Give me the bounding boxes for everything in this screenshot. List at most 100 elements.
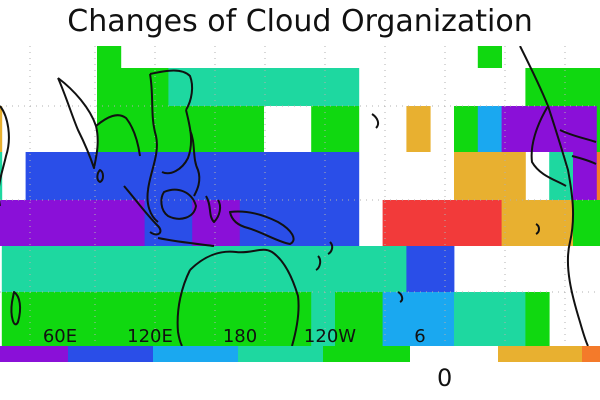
cell-1-24: [549, 68, 574, 106]
cell-3-3: [49, 152, 74, 200]
cell-4-26: [596, 200, 600, 246]
cell-3-20: [454, 152, 479, 200]
cell-1-7: [144, 68, 169, 106]
cell-5-13: [287, 246, 312, 292]
cell-3-15: [335, 152, 360, 200]
x-tick-label-4: 6: [414, 326, 425, 346]
cell-6-4: [73, 292, 98, 346]
map-panel: 60E 120E 180 120W 6: [0, 46, 600, 346]
cell-5-4: [73, 246, 98, 292]
cell-4-15: [335, 200, 360, 246]
cell-1-13: [287, 68, 312, 106]
colorbar-segment-0: [0, 346, 68, 362]
cell-1-12: [263, 68, 288, 106]
coastline-central-america: [530, 105, 567, 187]
cell-3-5: [97, 152, 122, 200]
cell-2-11: [239, 106, 264, 152]
cell-4-21: [477, 200, 502, 246]
colorbar-segment-1: [68, 346, 153, 362]
coastline-new-guinea: [229, 210, 295, 245]
cell-3-22: [501, 152, 526, 200]
colorbar-segment-4: [323, 346, 410, 362]
cell-5-16: [358, 246, 383, 292]
cell-2-20: [454, 106, 479, 152]
colorbar: [0, 346, 600, 362]
cell-0-21: [477, 46, 502, 68]
cell-2-21: [477, 106, 502, 152]
colorbar-segment-7: [582, 346, 600, 362]
cell-6-12: [263, 292, 288, 346]
coastline-philippines: [189, 129, 201, 197]
cell-4-14: [311, 200, 336, 246]
coastline-borneo: [160, 188, 197, 220]
coastlines: [0, 46, 597, 346]
colorbar-segment-6: [498, 346, 582, 362]
x-tick-label-1: 120E: [127, 326, 173, 346]
coastline-india: [57, 77, 99, 169]
cell-2-5: [97, 106, 122, 152]
cell-4-13: [287, 200, 312, 246]
colorbar-segment-3: [238, 346, 323, 362]
cell-6-10: [216, 292, 241, 346]
cell-4-18: [406, 200, 431, 246]
cell-6-7: [144, 292, 169, 346]
cell-4-24: [549, 200, 574, 246]
cell-1-8: [168, 68, 193, 106]
cell-6-20: [454, 292, 479, 346]
cell-6-23: [525, 292, 550, 346]
cell-0-5: [97, 46, 122, 68]
cell-6-21: [477, 292, 502, 346]
cell-6-2: [25, 292, 50, 346]
cell-6-5: [97, 292, 122, 346]
coastline-sumatra: [123, 185, 162, 236]
coastline-bay-of-bengal: [95, 114, 141, 157]
map-gridlines: [0, 46, 600, 346]
cell-6-11: [239, 292, 264, 346]
cell-4-20: [454, 200, 479, 246]
x-tick-label-2: 180: [223, 326, 257, 346]
cell-3-6: [120, 152, 145, 200]
cell-3-26: [596, 152, 600, 200]
cell-6-14: [311, 292, 336, 346]
cell-1-11: [239, 68, 264, 106]
coastline-sulawesi: [205, 195, 222, 223]
cell-5-8: [168, 246, 193, 292]
cell-3-14: [311, 152, 336, 200]
coastline-galapagos: [535, 223, 540, 235]
coastline-sri-lanka: [96, 169, 104, 183]
cell-4-2: [25, 200, 50, 246]
cell-4-19: [430, 200, 455, 246]
cell-2-25: [573, 106, 598, 152]
cell-4-4: [73, 200, 98, 246]
cell-4-1: [1, 200, 27, 246]
colorbar-zero-label: 0: [437, 364, 453, 392]
cell-1-14: [311, 68, 336, 106]
cell-6-22: [501, 292, 526, 346]
cell-4-0: [0, 200, 3, 246]
cell-2-24: [549, 106, 574, 152]
cell-4-17: [382, 200, 407, 246]
cell-2-8: [168, 106, 193, 152]
cell-6-16: [358, 292, 383, 346]
cell-2-14: [311, 106, 336, 152]
cell-2-26: [596, 106, 600, 152]
cell-6-15: [335, 292, 360, 346]
coastline-caribbean: [559, 129, 597, 165]
cell-5-3: [49, 246, 74, 292]
cell-2-10: [216, 106, 241, 152]
coastline-china: [149, 69, 194, 111]
cell-5-7: [144, 246, 169, 292]
coastline-australia-west: [176, 269, 191, 346]
cell-2-18: [406, 106, 431, 152]
cell-5-11: [239, 246, 264, 292]
cell-6-9: [192, 292, 217, 346]
cell-3-12: [263, 152, 288, 200]
coastline-east-africa: [0, 105, 10, 206]
cell-2-9: [192, 106, 217, 152]
cell-6-17: [382, 292, 407, 346]
cell-4-11: [239, 200, 264, 246]
cell-6-6: [120, 292, 145, 346]
cell-6-13: [287, 292, 312, 346]
cell-6-3: [49, 292, 74, 346]
cell-5-2: [25, 246, 50, 292]
